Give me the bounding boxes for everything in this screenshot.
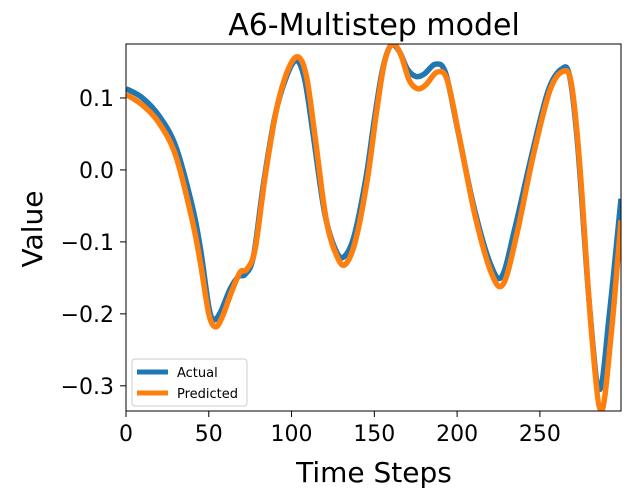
legend: Actual Predicted xyxy=(131,358,248,407)
chart-title: A6-Multistep model xyxy=(228,8,520,43)
x-axis: 0 50 100 150 200 250 xyxy=(119,411,561,447)
x-tick-label: 150 xyxy=(353,422,395,447)
y-tick-label: 0.1 xyxy=(79,87,114,112)
legend-label-actual: Actual xyxy=(177,366,218,381)
y-tick-label: −0.2 xyxy=(61,303,114,328)
plot-frame xyxy=(125,43,622,412)
y-axis-label: Value xyxy=(16,191,49,268)
x-tick-label: 250 xyxy=(519,422,561,447)
legend-label-predicted: Predicted xyxy=(177,387,238,402)
series-line-predicted xyxy=(126,44,621,411)
y-axis: −0.3 −0.2 −0.1 0.0 0.1 xyxy=(61,87,126,400)
x-tick-label: 200 xyxy=(436,422,478,447)
y-tick-label: −0.3 xyxy=(61,375,114,400)
x-tick-label: 100 xyxy=(271,422,313,447)
series-layer xyxy=(126,44,621,411)
x-tick-label: 50 xyxy=(195,422,223,447)
y-tick-label: 0.0 xyxy=(79,159,114,184)
x-tick-label: 0 xyxy=(119,422,133,447)
y-tick-label: −0.1 xyxy=(61,231,114,256)
x-axis-label: Time Steps xyxy=(295,456,452,489)
